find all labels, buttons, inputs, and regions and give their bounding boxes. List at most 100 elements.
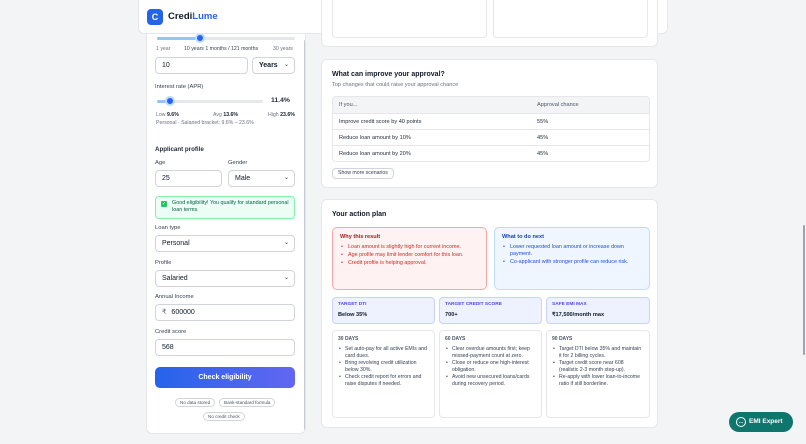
- next-steps-title: What to do next: [502, 234, 544, 240]
- profile-select[interactable]: Salaried ⌄: [155, 270, 295, 287]
- action-plan-card: Your action plan Why this result Loan am…: [321, 199, 658, 428]
- table-cell: 45%: [537, 151, 549, 157]
- age-label: Age: [155, 160, 166, 166]
- loan-type-label: Loan type: [155, 225, 181, 231]
- tenure-current-label: 10 years 1 months / 121 months: [184, 46, 259, 52]
- list-item: Re-apply with lower loan-to-income ratio…: [552, 374, 644, 387]
- interest-low-value: 9.6%: [166, 112, 179, 118]
- interest-avg: Avg 13.6%: [213, 112, 238, 118]
- interest-label: Interest rate (APR): [155, 84, 204, 90]
- emi-expert-label: EMI Expert: [749, 418, 783, 425]
- list-item: Target DTI below 35% and maintain it for…: [552, 346, 644, 359]
- list-item: Avoid new unsecured loans/cards during r…: [445, 374, 536, 387]
- tenure-min-label: 1 year: [156, 46, 171, 52]
- interest-high-value: 23.6%: [280, 112, 295, 118]
- plan-30-days: 30 DAYS Set auto-pay for all active EMIs…: [332, 330, 435, 418]
- show-more-scenarios-button[interactable]: Show more scenarios: [332, 168, 394, 179]
- list-item: Target credit score near 608 (realistic …: [552, 360, 644, 373]
- why-result-title: Why this result: [340, 234, 381, 240]
- previous-card: [321, 0, 658, 47]
- table-row: Reduce loan amount by 20% 45%: [333, 145, 649, 161]
- previous-card-box-left: [332, 0, 487, 38]
- tenure-slider-handle[interactable]: [194, 34, 205, 43]
- plan-step-title: 90 DAYS: [552, 336, 573, 342]
- eligibility-notice-text: Good eligibility! You qualify for standa…: [172, 200, 289, 213]
- interest-value: 11.4%: [271, 97, 290, 104]
- gender-label: Gender: [228, 160, 248, 166]
- applicant-profile-title: Applicant profile: [155, 146, 204, 153]
- list-item: Clear overdue amounts first; keep missed…: [445, 346, 536, 359]
- interest-slider-fill: [157, 100, 170, 103]
- chip-no-credit-check: No credit check: [203, 412, 245, 421]
- rupee-icon: ₹: [162, 309, 167, 316]
- loan-type-value: Personal: [162, 240, 190, 247]
- table-cell: Reduce loan amount by 10%: [339, 135, 411, 141]
- next-steps-box: What to do next Lower requested loan amo…: [494, 227, 650, 290]
- income-label: Annual Income: [155, 294, 194, 300]
- emi-expert-button[interactable]: … EMI Expert: [729, 412, 793, 432]
- table-cell: Improve credit score by 40 points: [339, 119, 422, 125]
- tenure-slider[interactable]: [157, 34, 295, 43]
- table-cell: 55%: [537, 119, 549, 125]
- next-steps-list: Lower requested loan amount or increase …: [502, 244, 642, 266]
- plan-90-days: 90 DAYS Target DTI below 35% and maintai…: [546, 330, 650, 418]
- table-cell: Reduce loan amount by 20%: [339, 151, 411, 157]
- table-row: Improve credit score by 40 points 55%: [333, 113, 649, 129]
- interest-slider-handle[interactable]: [164, 96, 175, 106]
- why-result-list: Loan amount is slightly high for current…: [340, 244, 479, 267]
- metric-value: 700+: [445, 312, 458, 318]
- action-plan-title: Your action plan: [332, 211, 387, 218]
- age-input[interactable]: 25: [155, 170, 222, 187]
- table-cell: 45%: [537, 135, 549, 141]
- plan-step-title: 30 DAYS: [338, 336, 359, 342]
- metric-label: TARGET DTI: [338, 302, 367, 307]
- plan-60-days: 60 DAYS Clear overdue amounts first; kee…: [439, 330, 542, 418]
- interest-bracket: Personal · Salaried bracket: 9.6% – 23.6…: [156, 120, 254, 126]
- loan-type-select[interactable]: Personal ⌄: [155, 235, 295, 252]
- list-item: Close or reduce one high-interest obliga…: [445, 360, 536, 373]
- income-input[interactable]: ₹ 600000: [155, 304, 295, 321]
- tenure-unit-value: Years: [259, 62, 278, 69]
- list-item: Check credit report for errors and raise…: [338, 374, 429, 387]
- plan-step-list: Clear overdue amounts first; keep missed…: [445, 346, 536, 388]
- plan-step-list: Set auto-pay for all active EMIs and car…: [338, 346, 429, 388]
- why-result-box: Why this result Loan amount is slightly …: [332, 227, 487, 290]
- interest-avg-value: 13.6%: [223, 112, 239, 118]
- list-item: Loan amount is slightly high for current…: [340, 244, 479, 251]
- table-header: If you... Approval chance: [333, 97, 649, 113]
- metric-label: SAFE EMI MAX: [552, 302, 587, 307]
- chevron-down-icon: ⌄: [283, 275, 289, 281]
- column-header: If you...: [339, 102, 358, 108]
- logo-icon[interactable]: C: [147, 9, 163, 25]
- metric-value: Below 35%: [338, 312, 368, 318]
- interest-avg-label: Avg: [213, 112, 222, 118]
- eligibility-notice: ✓ Good eligibility! You qualify for stan…: [155, 196, 295, 219]
- tenure-unit-select[interactable]: Years ⌄: [252, 57, 295, 74]
- gender-select[interactable]: Male ⌄: [228, 170, 295, 187]
- metric-label: TARGET CREDIT SCORE: [445, 302, 502, 307]
- column-header: Approval chance: [537, 102, 579, 108]
- chevron-down-icon: ⌄: [283, 62, 289, 68]
- tenure-input[interactable]: 10: [155, 57, 248, 74]
- target-dti-metric: TARGET DTI Below 35%: [332, 297, 435, 324]
- credit-score-input[interactable]: 568: [155, 339, 295, 356]
- list-item: Set auto-pay for all active EMIs and car…: [338, 346, 429, 359]
- interest-slider[interactable]: [157, 96, 263, 106]
- previous-card-box-right: [493, 0, 648, 38]
- safe-emi-metric: SAFE EMI MAX ₹17,500/month max: [546, 297, 650, 324]
- scenarios-table: If you... Approval chance Improve credit…: [332, 96, 650, 162]
- panel-scrollbar[interactable]: [304, 40, 305, 430]
- tenure-max-label: 30 years: [273, 46, 293, 52]
- check-eligibility-button[interactable]: Check eligibility: [155, 367, 295, 388]
- page-scrollbar[interactable]: [803, 225, 805, 355]
- list-item: Credit profile is helping approval.: [340, 260, 479, 267]
- list-item: Co-applicant with stronger profile can r…: [502, 259, 642, 266]
- list-item: Bring revolving credit utilization below…: [338, 360, 429, 373]
- tenure-slider-fill: [157, 37, 200, 40]
- interest-low: Low 9.6%: [156, 112, 179, 118]
- profile-value: Salaried: [162, 275, 188, 282]
- brand-name[interactable]: CrediLume: [168, 11, 218, 22]
- target-credit-metric: TARGET CREDIT SCORE 700+: [439, 297, 542, 324]
- gender-value: Male: [235, 175, 251, 182]
- list-item: Age profile may limit lender comfort for…: [340, 252, 479, 259]
